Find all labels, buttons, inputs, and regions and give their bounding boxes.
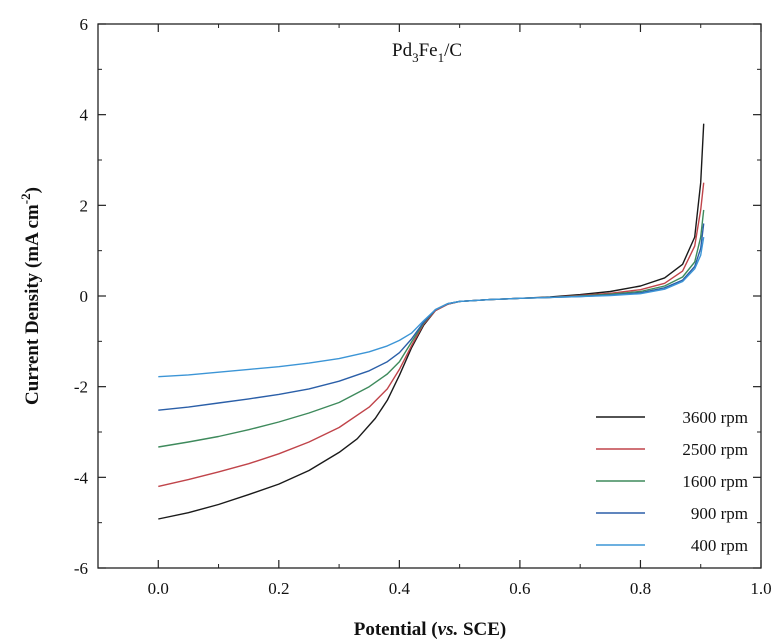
y-tick-label: -4 <box>74 468 89 487</box>
x-tick-label: 0.2 <box>268 579 289 598</box>
y-tick-label: -6 <box>74 559 88 578</box>
y-axis-title: Current Density (mA cm-2) <box>18 187 43 405</box>
y-tick-label: 2 <box>80 196 89 215</box>
x-axis-title: Potential (vs. SCE) <box>354 619 507 640</box>
y-tick-label: -2 <box>74 378 88 397</box>
series-line-3600-rpm <box>158 123 705 520</box>
series-line-2500-rpm <box>158 182 705 488</box>
legend-label: 3600 rpm <box>682 408 748 427</box>
series-line-1600-rpm <box>158 209 705 448</box>
series-group <box>158 123 705 520</box>
series-line-400-rpm <box>158 236 705 378</box>
x-tick-label: 0.6 <box>509 579 530 598</box>
legend-label: 900 rpm <box>691 504 748 523</box>
legend-label: 400 rpm <box>691 536 748 555</box>
plot-frame <box>97 23 762 569</box>
y-tick-label: 6 <box>80 15 89 34</box>
legend-label: 1600 rpm <box>682 472 748 491</box>
x-tick-label: 0.0 <box>148 579 169 598</box>
x-tick-label: 0.8 <box>630 579 651 598</box>
legend: 3600 rpm 2500 rpm 1600 rpm 900 rpm 400 rpm <box>596 408 748 555</box>
x-tick-label: 0.4 <box>389 579 411 598</box>
y-tick-label: 4 <box>80 106 89 125</box>
legend-label: 2500 rpm <box>682 440 748 459</box>
x-tick-label: 1.0 <box>750 579 771 598</box>
panel-label: Pd3Fe1/C <box>392 40 462 65</box>
y-tick-label: 0 <box>80 287 89 306</box>
axis-ticks: 0.0 0.2 0.4 0.6 0.8 1.0 -6 -4 -2 0 2 4 6 <box>74 15 772 598</box>
